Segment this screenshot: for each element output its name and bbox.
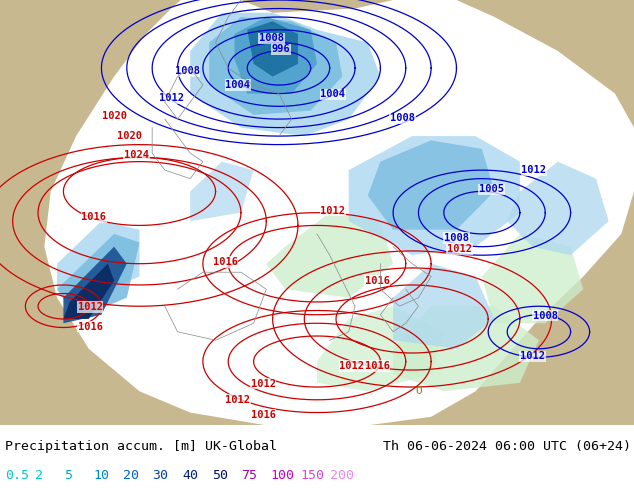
Text: 10: 10 (94, 469, 110, 482)
Polygon shape (482, 234, 583, 323)
Text: 1016: 1016 (365, 276, 390, 286)
Text: 0.5: 0.5 (5, 469, 29, 482)
Text: 1004: 1004 (320, 89, 346, 99)
Text: 1012: 1012 (520, 351, 545, 362)
Text: 1016: 1016 (212, 257, 238, 267)
Polygon shape (209, 17, 342, 115)
Text: Th 06-06-2024 06:00 UTC (06+24): Th 06-06-2024 06:00 UTC (06+24) (383, 440, 631, 453)
Text: 996: 996 (271, 44, 290, 54)
Text: 1012: 1012 (225, 395, 250, 405)
Text: 1020: 1020 (101, 111, 127, 121)
Text: 1008: 1008 (259, 33, 284, 43)
Text: 1012: 1012 (320, 205, 346, 216)
Polygon shape (44, 0, 634, 425)
Text: 100: 100 (271, 469, 295, 482)
Text: 20: 20 (123, 469, 139, 482)
Polygon shape (317, 306, 444, 392)
Text: 1012: 1012 (339, 361, 365, 371)
Text: 1016: 1016 (81, 212, 107, 222)
Text: 30: 30 (153, 469, 169, 482)
Polygon shape (393, 264, 495, 349)
Text: 1012: 1012 (158, 93, 184, 103)
Polygon shape (507, 162, 609, 255)
Text: 1008: 1008 (390, 113, 415, 123)
Polygon shape (57, 234, 139, 319)
Text: 40: 40 (182, 469, 198, 482)
Text: 1012: 1012 (521, 165, 547, 175)
Text: 1008: 1008 (533, 311, 558, 320)
Text: 2: 2 (35, 469, 42, 482)
Polygon shape (57, 221, 139, 298)
Polygon shape (235, 17, 317, 94)
Text: Precipitation accum. [m] UK-Global: Precipitation accum. [m] UK-Global (5, 440, 277, 453)
Text: 200: 200 (330, 469, 354, 482)
Text: 1012: 1012 (77, 302, 103, 312)
Text: 1024: 1024 (124, 150, 149, 160)
Text: 1016: 1016 (365, 361, 390, 371)
Polygon shape (368, 140, 495, 230)
Polygon shape (266, 213, 393, 298)
Text: 1012: 1012 (447, 244, 472, 254)
Text: 1016: 1016 (77, 321, 103, 332)
Text: 1005: 1005 (479, 184, 504, 194)
Text: 150: 150 (300, 469, 324, 482)
Polygon shape (247, 21, 298, 76)
Text: 1016: 1016 (250, 410, 276, 420)
Polygon shape (63, 246, 127, 323)
Text: O: O (415, 386, 422, 396)
Polygon shape (190, 162, 254, 221)
Text: 5: 5 (64, 469, 72, 482)
Text: 1012: 1012 (250, 379, 276, 389)
Polygon shape (393, 306, 539, 392)
Text: 50: 50 (212, 469, 228, 482)
Text: 1008: 1008 (444, 233, 469, 243)
Text: 1008: 1008 (174, 67, 200, 76)
Polygon shape (190, 13, 380, 136)
Text: 1004: 1004 (225, 80, 250, 90)
Text: 75: 75 (241, 469, 257, 482)
Polygon shape (349, 136, 520, 255)
Text: 1020: 1020 (117, 131, 143, 141)
Polygon shape (63, 264, 114, 319)
